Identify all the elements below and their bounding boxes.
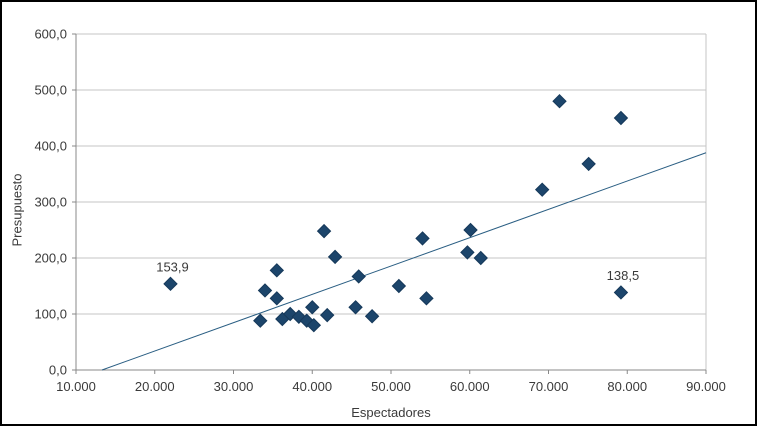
x-tick-label: 70.000 [529, 379, 569, 394]
data-point-diamond[interactable] [391, 278, 407, 294]
data-point-diamond[interactable] [460, 245, 475, 260]
y-tick-label: 100,0 [34, 307, 67, 322]
x-tick-label: 80.000 [607, 379, 647, 394]
data-point-diamond[interactable] [552, 93, 567, 109]
x-tick-label: 60.000 [450, 379, 490, 394]
data-point-diamond[interactable] [305, 300, 320, 315]
y-axis-title: Presupuesto [9, 173, 25, 247]
data-point-diamond[interactable] [348, 300, 363, 315]
point-value-label: 153,9 [156, 259, 189, 274]
data-point-diamond[interactable] [581, 156, 596, 172]
y-tick-label: 400,0 [34, 139, 67, 154]
data-point-diamond[interactable] [316, 223, 332, 239]
data-point-diamond[interactable] [269, 263, 285, 278]
data-point-diamond[interactable] [463, 222, 478, 238]
x-tick-label: 90.000 [686, 379, 726, 394]
y-tick-label: 500,0 [34, 83, 67, 98]
y-tick-label: 0,0 [49, 363, 67, 378]
x-tick-label: 40.000 [292, 379, 332, 394]
data-point-diamond[interactable] [327, 249, 343, 265]
x-tick-label: 10.000 [56, 379, 96, 394]
data-point-diamond[interactable] [613, 285, 629, 300]
x-tick-label: 50.000 [371, 379, 411, 394]
data-point-diamond[interactable] [613, 110, 629, 126]
data-point-diamond[interactable] [320, 307, 335, 323]
trendline [101, 152, 707, 371]
data-point-diamond[interactable] [257, 283, 273, 298]
x-tick-label: 30.000 [214, 379, 254, 394]
data-point-diamond[interactable] [163, 276, 178, 292]
y-tick-label: 200,0 [34, 251, 67, 266]
data-point-diamond[interactable] [253, 313, 268, 328]
data-point-diamond[interactable] [415, 231, 430, 246]
y-tick-label: 600,0 [34, 27, 67, 42]
data-point-diamond[interactable] [534, 182, 550, 197]
y-tick-label: 300,0 [34, 195, 67, 210]
x-tick-label: 20.000 [135, 379, 175, 394]
x-axis-title: Espectadores [351, 405, 431, 420]
data-point-diamond[interactable] [473, 250, 488, 266]
data-point-diamond[interactable] [419, 291, 434, 306]
point-value-label: 138,5 [607, 268, 640, 283]
data-point-diamond[interactable] [351, 269, 366, 284]
data-point-diamond[interactable] [364, 309, 380, 324]
data-point-diamond[interactable] [269, 291, 285, 306]
data-point-diamond[interactable] [306, 317, 322, 333]
